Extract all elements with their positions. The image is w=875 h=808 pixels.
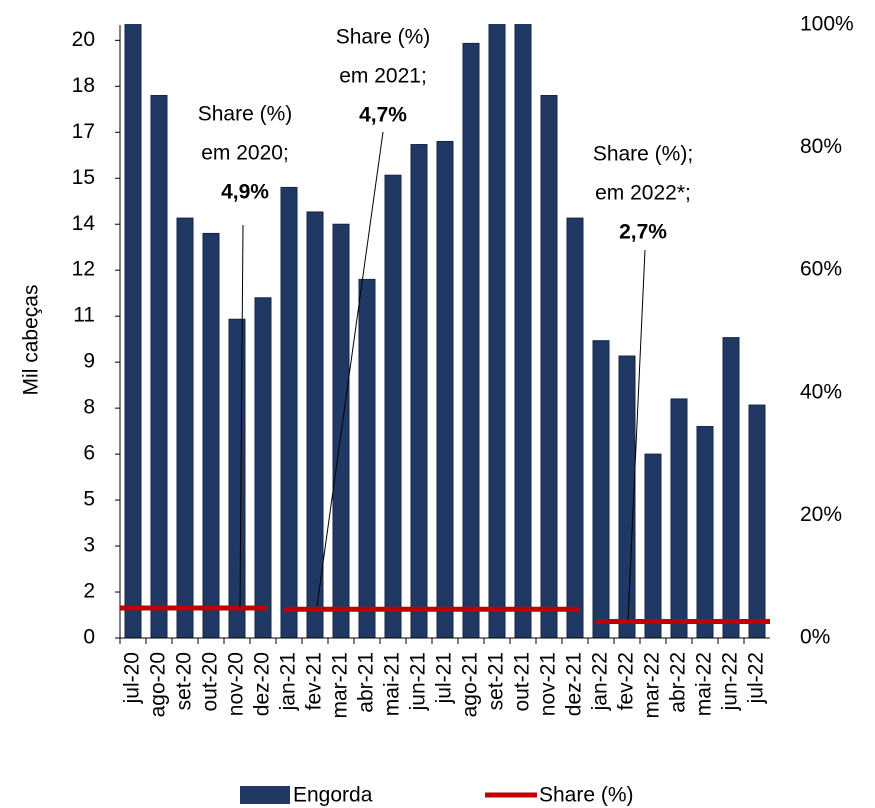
y2-tick-label: 100%	[800, 13, 854, 36]
bar	[566, 217, 584, 638]
y-tick-label: 11	[73, 304, 95, 327]
bar	[280, 186, 298, 638]
bar	[176, 217, 194, 638]
bar	[722, 337, 740, 638]
x-tick-label: jan-21	[277, 652, 300, 711]
x-tick-label: out-21	[511, 652, 534, 712]
bar	[618, 355, 636, 638]
x-tick-label: abr-21	[355, 652, 378, 713]
y-tick-label: 6	[83, 442, 95, 465]
y-tick-label: 17	[72, 120, 95, 143]
y-tick-label: 9	[83, 350, 95, 373]
x-tick-label: mai-21	[381, 652, 404, 716]
x-tick-label: mar-22	[641, 652, 664, 719]
y-tick-label: 2	[83, 580, 95, 603]
bar	[696, 426, 714, 638]
bar	[410, 144, 428, 638]
x-tick-label: out-20	[199, 652, 222, 712]
x-tick-label: jan-22	[589, 652, 612, 711]
x-tick-label: jul-20	[121, 652, 144, 704]
y-axis-title: Mil cabeças	[20, 285, 43, 396]
y-tick-label: 12	[72, 258, 95, 281]
annotation: Share (%)	[336, 26, 431, 49]
x-tick-label: nov-21	[537, 652, 560, 716]
x-tick-label: nov-20	[225, 652, 248, 716]
legend-label: Engorda	[293, 784, 373, 807]
x-tick-label: mai-22	[693, 652, 716, 716]
annotation-value: 4,7%	[359, 104, 407, 127]
x-tick-label: jul-22	[745, 652, 768, 704]
y2-tick-label: 40%	[800, 380, 842, 403]
leader-line	[239, 224, 244, 609]
x-tick-label: set-21	[485, 652, 508, 710]
bar	[358, 278, 376, 638]
x-tick-label: dez-20	[251, 652, 274, 716]
leader-line	[316, 131, 384, 607]
bar	[124, 24, 142, 638]
annotation-value: 2,7%	[619, 221, 667, 244]
bar	[540, 94, 558, 638]
bar	[514, 24, 532, 638]
x-tick-label: abr-22	[667, 652, 690, 713]
annotation-value: 4,9%	[221, 181, 269, 204]
x-tick-label: ago-20	[147, 652, 170, 717]
bar	[384, 174, 402, 638]
bar	[592, 340, 610, 638]
legend-swatch	[240, 786, 290, 804]
x-tick-label: ago-21	[459, 652, 482, 717]
leader-line	[627, 249, 646, 621]
y-tick-label: 15	[72, 166, 95, 189]
bar	[462, 42, 480, 638]
legend-label: Share (%)	[539, 784, 634, 807]
annotation: em 2020;	[201, 142, 289, 165]
y2-tick-label: 20%	[800, 503, 842, 526]
y-tick-label: 3	[83, 534, 95, 557]
bar	[670, 398, 688, 638]
y-tick-label: 8	[83, 396, 95, 419]
x-tick-label: mar-21	[329, 652, 352, 719]
x-tick-label: jul-21	[433, 652, 456, 704]
bars	[124, 24, 766, 638]
x-tick-label: jun-21	[407, 652, 430, 711]
annotation: em 2022*;	[595, 182, 691, 205]
bar	[228, 318, 246, 638]
x-tick-label: set-20	[173, 652, 196, 710]
y-tick-label: 5	[83, 488, 95, 511]
y2-tick-label: 80%	[800, 135, 842, 158]
x-tick-label: dez-21	[563, 652, 586, 716]
bar	[436, 140, 454, 638]
x-tick-label: fev-21	[303, 652, 326, 710]
bar	[488, 24, 506, 638]
y-tick-label: 0	[83, 626, 95, 649]
y-tick-label: 14	[72, 212, 96, 235]
bar	[644, 453, 662, 638]
y-tick-label: 20	[72, 28, 95, 51]
annotation: Share (%)	[198, 103, 293, 126]
bar	[150, 94, 168, 638]
bar	[254, 297, 272, 638]
annotation: Share (%);	[593, 143, 693, 166]
y2-tick-label: 0%	[800, 626, 830, 649]
x-tick-label: jun-22	[719, 652, 742, 711]
x-tick-label: fev-22	[615, 652, 638, 710]
bar	[202, 232, 220, 638]
annotation: em 2021;	[339, 65, 427, 88]
y2-tick-label: 60%	[800, 258, 842, 281]
bar	[748, 404, 766, 638]
y-tick-label: 18	[72, 74, 95, 97]
bar	[306, 211, 324, 638]
